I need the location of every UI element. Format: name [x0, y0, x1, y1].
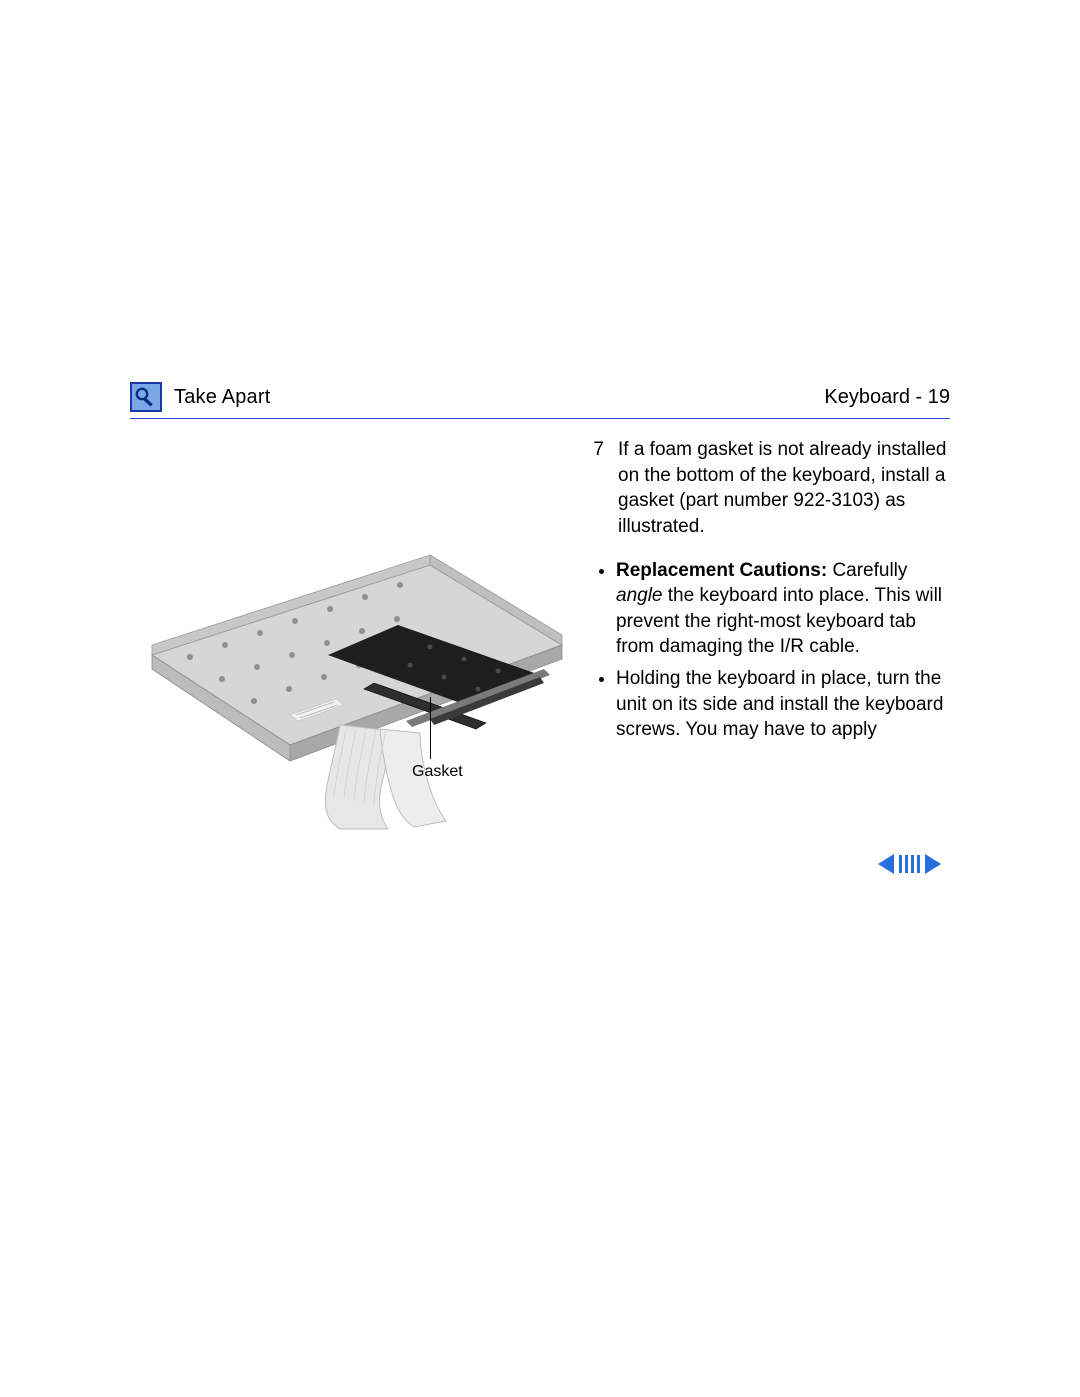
page-nav-bars[interactable] — [897, 855, 922, 873]
manual-page: Take Apart Keyboard - 19 — [130, 382, 950, 837]
step-7: 7 If a foam gasket is not already instal… — [588, 437, 948, 540]
caution-bullet-2: Holding the keyboard in place, turn the … — [616, 666, 948, 743]
step-number: 7 — [588, 437, 604, 540]
section-title: Take Apart — [174, 386, 271, 409]
prev-page-button[interactable] — [878, 854, 894, 874]
caution-heading: Replacement Cautions: — [616, 560, 827, 581]
caution-list: Replacement Cautions: Carefully angle th… — [588, 558, 948, 743]
page-nav — [878, 854, 941, 874]
header-rule — [130, 418, 950, 419]
next-page-button[interactable] — [925, 854, 941, 874]
step-text: If a foam gasket is not already installe… — [618, 437, 948, 540]
keyboard-figure: Gasket — [130, 507, 570, 837]
nav-bar — [917, 855, 920, 873]
nav-bar — [911, 855, 914, 873]
header-left: Take Apart — [130, 382, 271, 412]
callout-leader-line — [430, 697, 431, 759]
page-content: Gasket 7 If a foam gasket is not already… — [130, 437, 950, 837]
caution-text-pre: Carefully — [832, 560, 907, 581]
nav-bar — [905, 855, 908, 873]
caution-text-italic: angle — [616, 585, 663, 606]
page-reference: Keyboard - 19 — [824, 386, 950, 409]
take-apart-icon — [130, 382, 162, 412]
page-header: Take Apart Keyboard - 19 — [130, 382, 950, 416]
nav-bar — [899, 855, 902, 873]
instruction-column: 7 If a foam gasket is not already instal… — [588, 437, 948, 837]
caution-text-post: the keyboard into place. This will preve… — [616, 585, 942, 657]
gasket-callout-label: Gasket — [412, 763, 463, 781]
caution-bullet-1: Replacement Cautions: Carefully angle th… — [616, 558, 948, 661]
